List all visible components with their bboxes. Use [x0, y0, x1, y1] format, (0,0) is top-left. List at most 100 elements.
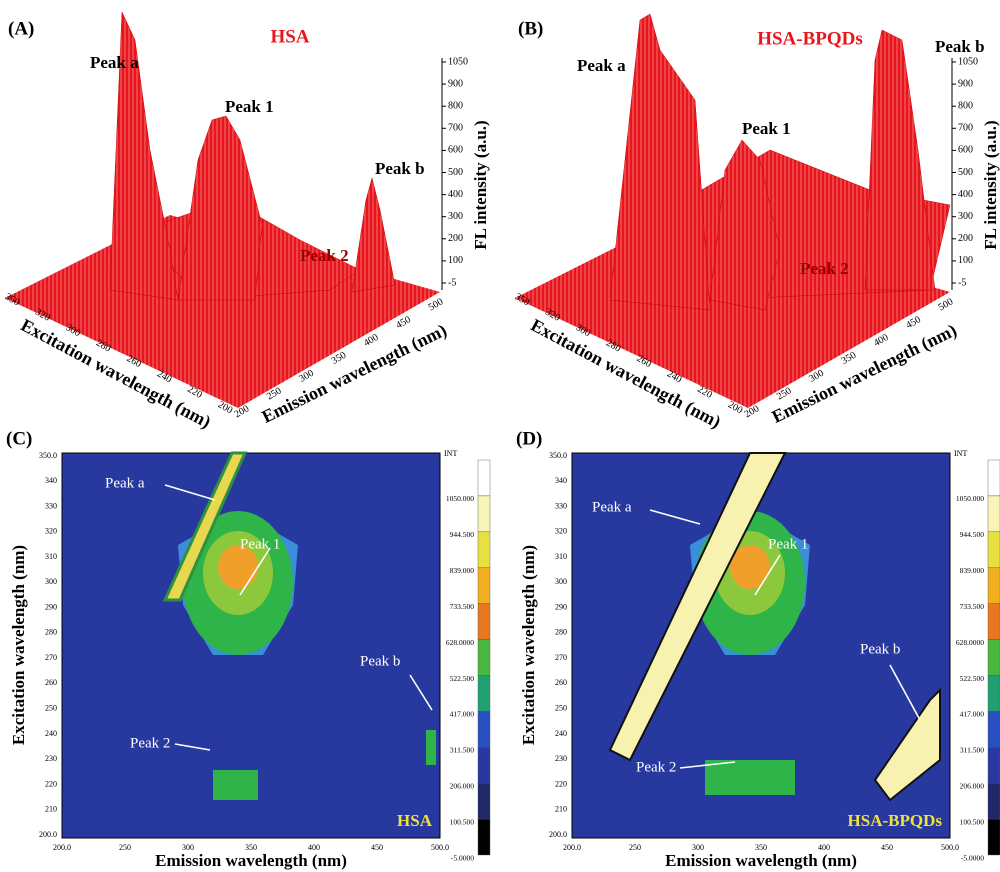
- colorbar-segment: [987, 711, 1000, 748]
- colorbar-segment: [987, 782, 1000, 820]
- x-axis-label: Emission wavelength (nm): [155, 851, 347, 870]
- y-tick-label: 350.0: [39, 451, 57, 460]
- panel-title: HSA-BPQDs: [757, 28, 863, 49]
- y-tick-label: 330: [45, 501, 57, 510]
- colorbar-tick-label: 206.000: [450, 781, 475, 790]
- peak-label: Peak 2: [130, 735, 170, 751]
- y-tick-label: 220: [45, 779, 57, 788]
- colorbar-segment: [477, 711, 491, 748]
- contour-region: [162, 451, 248, 602]
- z-tick-label: 600: [958, 145, 973, 156]
- z-tick-label: 200: [958, 233, 973, 244]
- colorbar-tick-label: 628.0000: [956, 638, 984, 647]
- arrow: [239, 547, 271, 596]
- panel-title: HSA: [270, 26, 309, 47]
- colorbar-tick-label: -5.0000: [961, 853, 984, 862]
- colorbar-tick-label: 839.000: [960, 566, 985, 575]
- colorbar-title: INT: [954, 449, 967, 458]
- z-tick-label: 900: [958, 78, 973, 89]
- z-tick-label: 100: [958, 255, 973, 266]
- panel-letter: (D): [516, 428, 542, 449]
- colorbar-segment: [987, 459, 1000, 497]
- z-axis-label: FL intensity (a.u.): [471, 120, 490, 249]
- arrow: [174, 743, 211, 751]
- colorbar-tick-label: 628.0000: [446, 638, 474, 647]
- peak-label: Peak b: [375, 159, 425, 178]
- colorbar-segment: [477, 782, 491, 820]
- contour-region: [705, 760, 795, 795]
- y-tick-label: 250: [45, 703, 57, 712]
- y-tick-label: 230: [555, 754, 567, 763]
- peak-label: Peak 1: [742, 119, 791, 138]
- contour-region: [730, 545, 770, 589]
- y-tick-label: 290: [555, 602, 567, 611]
- colorbar-segment: [987, 639, 1000, 676]
- colorbar-segment: [477, 747, 491, 784]
- y-tick-label: 210: [45, 805, 57, 814]
- y-tick-label: 300: [45, 577, 57, 586]
- z-tick-label: 300: [448, 211, 463, 222]
- y-tick-label: 220: [555, 779, 567, 788]
- y-tick-label: 240: [555, 729, 567, 738]
- contour-region: [213, 770, 258, 800]
- x-tick-label: 500: [427, 296, 445, 313]
- x-tick-label: 350: [755, 843, 767, 852]
- colorbar-tick-label: 206.000: [960, 781, 985, 790]
- x-tick-label: 400: [308, 843, 320, 852]
- y-tick-label: 340: [45, 476, 57, 485]
- y-tick-label: 320: [555, 527, 567, 536]
- x-tick-label: 250: [629, 843, 641, 852]
- z-tick-label: 600: [448, 145, 463, 156]
- z-tick-label: 500: [958, 167, 973, 178]
- z-tick-label: 900: [448, 78, 463, 89]
- colorbar-tick-label: 944.500: [960, 530, 985, 539]
- colorbar-tick-label: 311.500: [960, 746, 984, 755]
- colorbar-segment: [477, 603, 491, 640]
- colorbar-tick-label: 522.500: [960, 674, 985, 683]
- z-axis-label: FL intensity (a.u.): [981, 120, 1000, 249]
- z-tick-label: 1050: [448, 56, 468, 67]
- z-tick-label: 300: [958, 211, 973, 222]
- arrow: [409, 674, 433, 711]
- x-tick-label: 250: [119, 843, 131, 852]
- surface-peak: [709, 139, 781, 311]
- peak-label: Peak a: [577, 56, 626, 75]
- y-tick-label: 310: [555, 552, 567, 561]
- panel-letter: (A): [8, 18, 34, 39]
- x-tick-label: 350: [245, 843, 257, 852]
- colorbar-segment: [987, 495, 1000, 533]
- y-tick-label: 350.0: [549, 451, 567, 460]
- peak-label: Peak a: [592, 499, 632, 515]
- colorbar-tick-label: 733.500: [450, 602, 475, 611]
- y-tick-label: 340: [555, 476, 567, 485]
- x-tick-label: 300: [182, 843, 194, 852]
- x-tick-label: 200.0: [563, 843, 581, 852]
- panel-letter: (B): [518, 18, 543, 39]
- y-tick-label: 230: [45, 754, 57, 763]
- y-tick-label: 250: [555, 703, 567, 712]
- z-tick-label: 500: [448, 167, 463, 178]
- colorbar-segment: [477, 459, 491, 497]
- peak-label: Peak a: [105, 475, 145, 491]
- peak-label: Peak 1: [768, 536, 808, 552]
- surface-peak: [609, 13, 711, 311]
- arrow: [679, 761, 736, 769]
- contour-region: [218, 545, 258, 589]
- surface-peak: [351, 177, 396, 293]
- z-tick-label: 800: [448, 100, 463, 111]
- y-axis-label: Excitation wavelength (nm): [9, 545, 28, 745]
- x-tick-label: 500: [937, 296, 955, 313]
- colorbar-segment: [987, 675, 1000, 712]
- z-tick-label: -5: [448, 277, 456, 288]
- x-tick-label: 400: [818, 843, 830, 852]
- x-tick-label: 450: [904, 314, 922, 331]
- y-tick-label: 300: [555, 577, 567, 586]
- colorbar-segment: [987, 818, 1000, 856]
- z-tick-label: 400: [958, 189, 973, 200]
- y-tick-label: 310: [45, 552, 57, 561]
- y-tick-label: 280: [555, 628, 567, 637]
- y-tick-label: 330: [555, 501, 567, 510]
- z-tick-label: 400: [448, 189, 463, 200]
- y-tick-label: 200.0: [39, 830, 57, 839]
